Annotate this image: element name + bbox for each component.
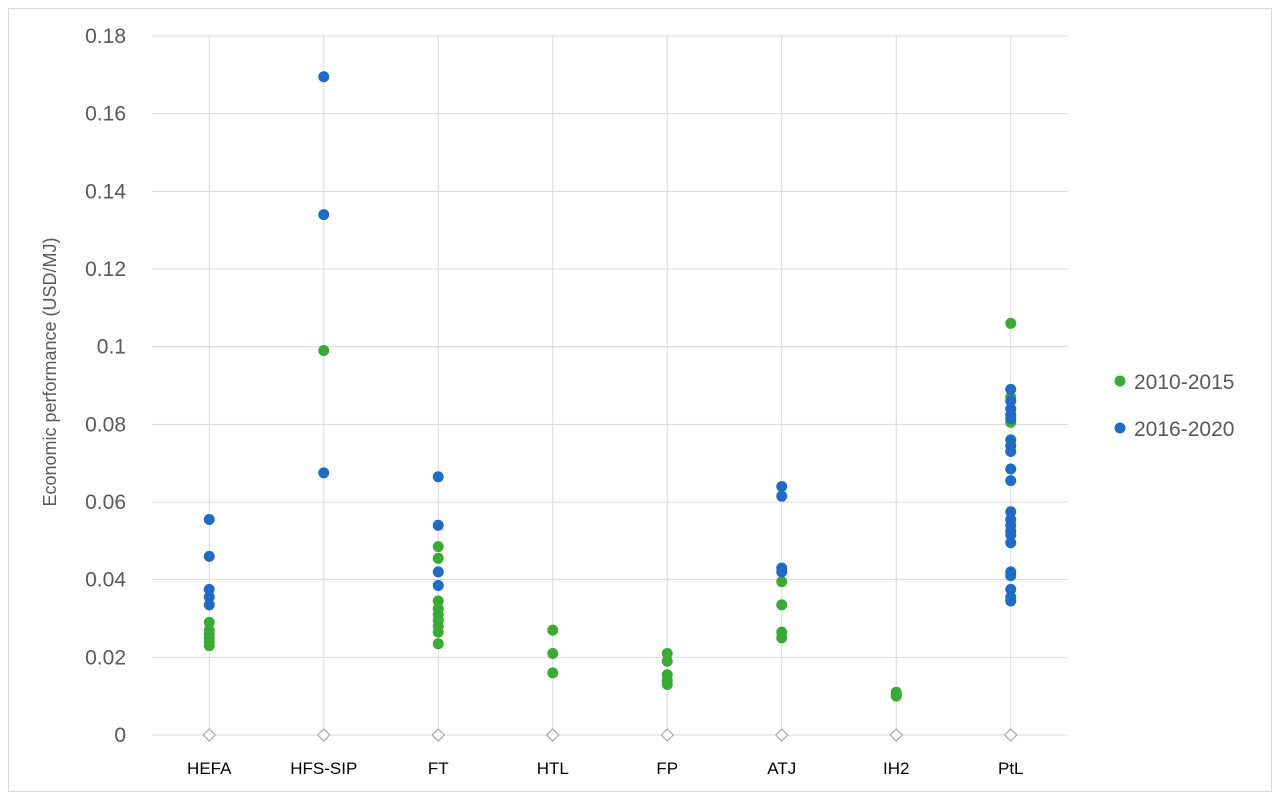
data-point-series-1 (776, 632, 788, 644)
y-tick-label: 0.08 (85, 413, 126, 436)
data-point-series-1 (547, 667, 559, 679)
data-point-series-1 (432, 638, 444, 650)
data-points (203, 71, 1017, 702)
data-point-series-1 (203, 640, 215, 652)
data-point-series-1 (318, 345, 330, 357)
legend-entry: 2010-2015 (1134, 371, 1234, 394)
x-category-label: IH2 (883, 759, 909, 778)
data-point-series-2 (1005, 463, 1017, 475)
x-category-label: FP (656, 759, 678, 778)
x-axis-categories: HEFA HFS-SIP FT HTL FP ATJ IH2 PtL (187, 759, 1023, 778)
data-point-series-2 (1005, 570, 1017, 582)
y-tick-label: 0.12 (85, 258, 126, 281)
x-category-label: HTL (537, 759, 569, 778)
y-tick-label: 0.14 (85, 180, 126, 203)
x-category-label: PtL (998, 759, 1024, 778)
data-point-series-1 (661, 647, 673, 659)
data-point-series-2 (776, 490, 788, 502)
legend-marker (1114, 375, 1126, 387)
y-tick-label: 0.16 (85, 103, 126, 126)
data-point-series-2 (1005, 413, 1017, 425)
data-point-series-2 (203, 513, 215, 525)
data-point-series-2 (1005, 475, 1017, 487)
data-point-series-2 (318, 71, 330, 83)
data-point-series-1 (432, 541, 444, 553)
x-category-label: ATJ (767, 759, 796, 778)
data-point-series-2 (432, 471, 444, 483)
data-point-series-2 (203, 550, 215, 562)
y-axis-label: Economic performance (USD/MJ) (40, 237, 60, 506)
data-point-series-2 (1005, 383, 1017, 395)
data-point-series-1 (203, 616, 215, 628)
data-point-series-1 (661, 679, 673, 691)
data-point-series-2 (432, 579, 444, 591)
baseline-diamond-marker (774, 728, 789, 742)
data-point-series-2 (1005, 529, 1017, 541)
data-point-series-1 (661, 655, 673, 667)
data-point-series-1 (776, 576, 788, 588)
baseline-diamond-marker (1003, 728, 1018, 742)
data-point-series-2 (318, 209, 330, 221)
data-point-series-1 (547, 647, 559, 659)
legend: 2010-2015 2016-2020 (1114, 371, 1234, 441)
data-point-series-2 (776, 566, 788, 578)
x-category-label: HFS-SIP (290, 759, 357, 778)
y-tick-label: 0.18 (85, 25, 126, 48)
baseline-markers (202, 728, 1018, 742)
baseline-diamond-marker (316, 728, 331, 742)
y-tick-label: 0.02 (85, 646, 126, 669)
data-point-series-1 (547, 624, 559, 636)
data-point-series-2 (1005, 537, 1017, 549)
baseline-diamond-marker (545, 728, 560, 742)
data-point-series-1 (432, 626, 444, 638)
data-point-series-2 (203, 599, 215, 611)
data-point-series-2 (432, 519, 444, 531)
chart-frame (8, 8, 1272, 792)
legend-entry: 2016-2020 (1134, 418, 1234, 441)
data-point-series-1 (432, 552, 444, 564)
data-point-series-1 (1005, 317, 1017, 329)
data-point-series-2 (776, 480, 788, 492)
data-point-series-1 (890, 690, 902, 702)
data-point-series-1 (776, 599, 788, 611)
data-point-series-2 (1005, 583, 1017, 595)
data-point-series-2 (1005, 506, 1017, 518)
y-tick-label: 0.1 (97, 336, 126, 359)
x-category-label: HEFA (187, 759, 232, 778)
data-point-series-2 (203, 583, 215, 595)
baseline-diamond-marker (202, 728, 217, 742)
y-tick-label: 0 (114, 724, 126, 747)
baseline-diamond-marker (431, 728, 446, 742)
legend-marker (1114, 422, 1126, 434)
data-point-series-2 (432, 566, 444, 578)
y-tick-label: 0.04 (85, 569, 126, 592)
gridlines (152, 35, 1068, 736)
data-point-series-1 (432, 595, 444, 607)
data-point-series-2 (203, 591, 215, 603)
data-point-series-2 (1005, 395, 1017, 407)
data-point-series-2 (1005, 595, 1017, 607)
data-point-series-2 (318, 467, 330, 479)
y-tick-label: 0.06 (85, 491, 126, 514)
baseline-diamond-marker (889, 728, 904, 742)
x-category-label: FT (428, 759, 449, 778)
baseline-diamond-marker (660, 728, 675, 742)
y-axis-ticks: 0 0.02 0.04 0.06 0.08 0.1 0.12 0.14 0.16 0.18 (85, 25, 126, 747)
data-point-series-2 (1005, 446, 1017, 458)
